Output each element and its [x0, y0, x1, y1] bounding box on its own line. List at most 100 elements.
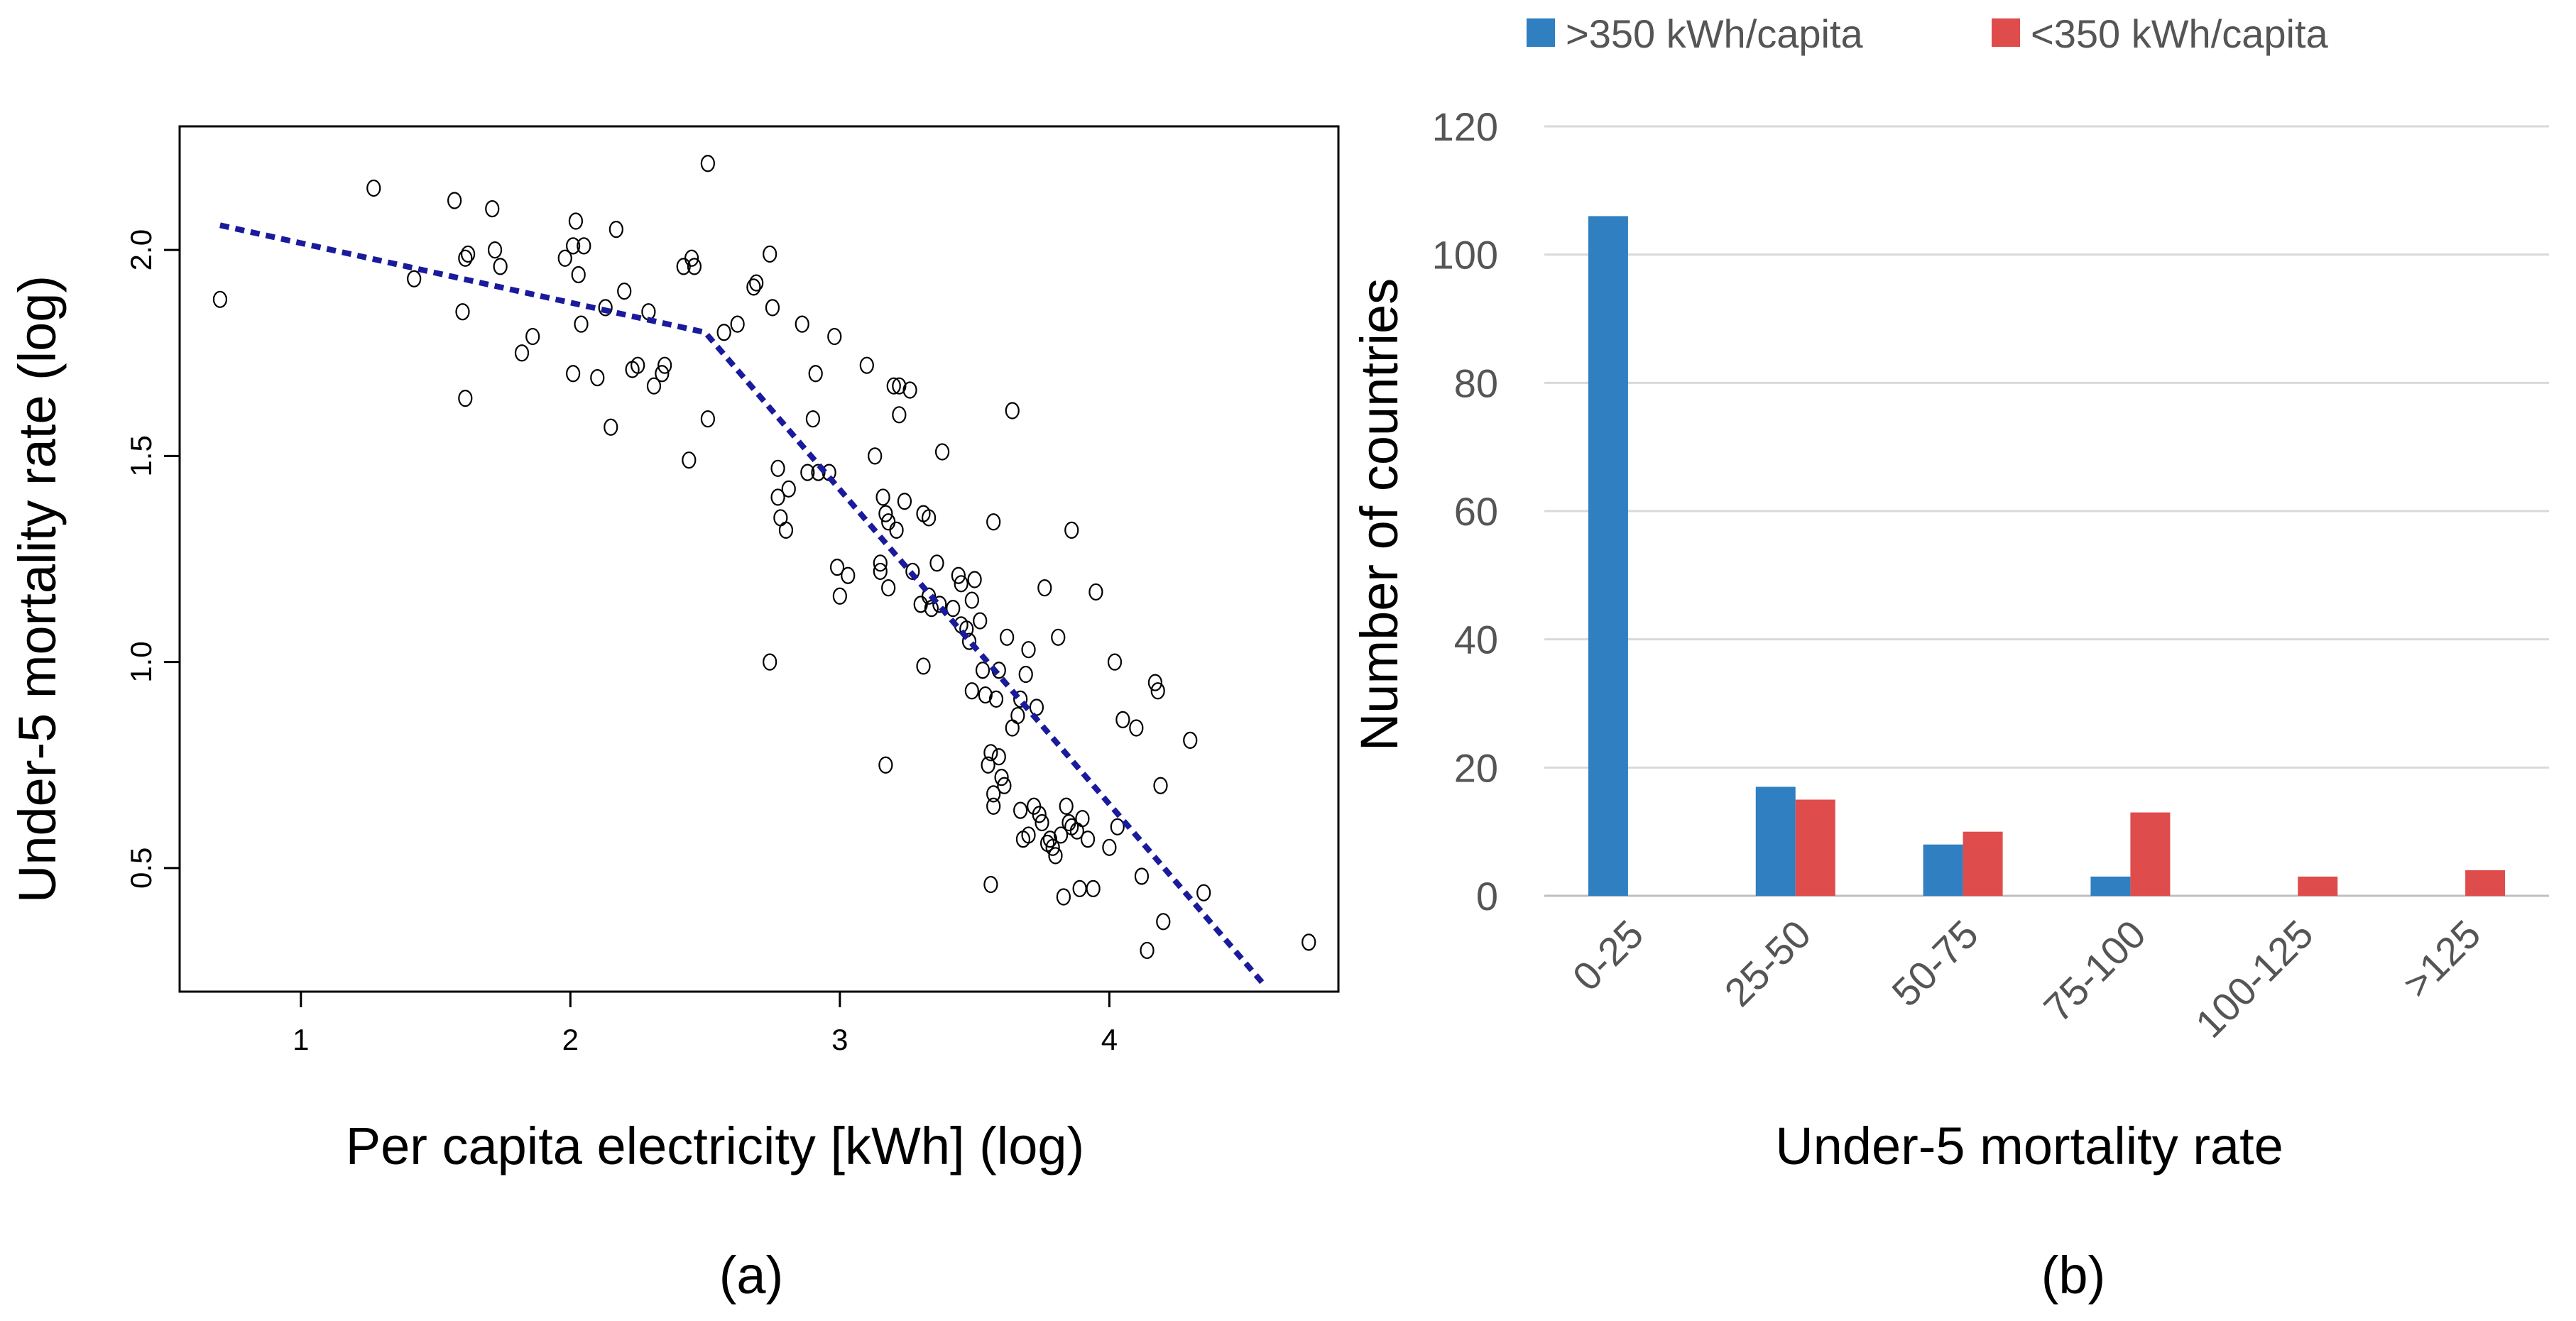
scatter-point: [1053, 826, 1069, 844]
scatter-x-ticks: 1 2 3 4: [293, 992, 1118, 1056]
scatter-x-tick-label: 4: [1101, 1023, 1118, 1056]
scatter-point: [657, 356, 672, 374]
panel-b-caption: (b): [2041, 1246, 2105, 1305]
bar-series: [1588, 216, 2506, 896]
scatter-point: [1150, 682, 1165, 700]
scatter-point: [994, 769, 1009, 786]
scatter-point: [1088, 583, 1103, 601]
scatter-point: [1301, 933, 1316, 951]
scatter-point: [800, 464, 815, 481]
scatter-point: [808, 365, 823, 383]
scatter-point: [765, 299, 780, 317]
scatter-point: [700, 410, 715, 428]
scatter-point: [455, 303, 470, 321]
scatter-point: [961, 632, 977, 650]
bar-y-tick-label: 60: [1454, 489, 1498, 534]
scatter-point: [1156, 913, 1171, 931]
bar-high: [1755, 786, 1796, 896]
scatter-point: [916, 657, 931, 675]
scatter-point: [1153, 777, 1168, 794]
scatter-point: [886, 377, 901, 395]
scatter-point: [631, 356, 645, 374]
scatter-point: [922, 509, 937, 527]
scatter-point: [525, 327, 540, 346]
scatter-point: [1021, 826, 1036, 844]
scatter-point: [604, 418, 618, 436]
scatter-point: [749, 274, 764, 292]
scatter-point: [577, 237, 591, 255]
scatter-point: [1010, 706, 1025, 725]
scatter-point: [878, 756, 893, 774]
scatter-point: [1029, 698, 1044, 716]
scatter-point: [1021, 641, 1036, 659]
scatter-point: [1134, 867, 1150, 885]
scatter-point: [868, 447, 883, 465]
scatter-point: [687, 258, 702, 275]
scatter-point: [878, 505, 893, 522]
bar-high: [2090, 876, 2131, 896]
scatter-point: [986, 785, 1001, 803]
scatter-y-tick-label: 0.5: [124, 848, 158, 889]
scatter-point: [978, 686, 993, 704]
bar-category-label: 25-50: [1715, 911, 1819, 1015]
scatter-point: [986, 513, 1001, 531]
scatter-point: [700, 155, 715, 172]
scatter-point: [212, 290, 228, 308]
scatter-point: [1196, 884, 1211, 901]
scatter-point: [493, 258, 508, 275]
trend-line: [219, 222, 1265, 985]
scatter-point: [1005, 719, 1020, 737]
scatter-point: [991, 748, 1006, 766]
scatter-point: [746, 278, 761, 296]
bar-y-axis-label: Number of countries: [1350, 278, 1409, 751]
bar-low: [2298, 876, 2338, 896]
scatter-point: [781, 480, 796, 498]
scatter-point: [892, 406, 907, 424]
scatter-point: [841, 566, 856, 584]
scatter-point: [1051, 628, 1066, 646]
scatter-point: [1035, 813, 1049, 832]
legend-swatch-high: [1527, 18, 1555, 47]
scatter-point: [983, 875, 998, 894]
scatter-point: [1075, 810, 1090, 828]
scatter-point: [975, 662, 990, 679]
bar-y-tick-label: 80: [1454, 361, 1498, 405]
scatter-points: [212, 155, 1316, 960]
scatter-x-tick-label: 1: [293, 1023, 309, 1056]
scatter-point: [1061, 813, 1076, 832]
bar-x-ticks: 0-25 25-50 50-75 75-100 100-125 >125: [1564, 911, 2489, 1046]
scatter-point: [1042, 831, 1057, 848]
scatter-point: [566, 365, 581, 383]
bar-high: [1923, 844, 1963, 896]
scatter-point: [458, 390, 473, 407]
scatter-point: [934, 443, 950, 461]
bar-low: [2130, 812, 2171, 896]
scatter-x-tick-label: 2: [562, 1023, 579, 1056]
scatter-point: [905, 562, 920, 581]
scatter-point: [655, 365, 670, 383]
scatter-point: [881, 579, 896, 597]
scatter-y-axis-label: Under-5 mortality rate (log): [8, 275, 67, 903]
bar-category-label: >125: [2394, 911, 2489, 1007]
scatter-point: [571, 265, 586, 284]
scatter-point: [1102, 838, 1117, 856]
scatter-point: [566, 237, 581, 255]
scatter-point: [983, 744, 998, 762]
scatter-point: [598, 299, 613, 317]
bar-y-tick-label: 20: [1454, 745, 1498, 790]
bar-y-tick-label: 100: [1432, 233, 1498, 278]
scatter-point: [1032, 806, 1047, 823]
scatter-point: [954, 575, 968, 593]
scatter-point: [832, 587, 847, 605]
scatter-point: [1080, 831, 1096, 848]
legend-label-high: >350 kWh/capita: [1566, 11, 1864, 56]
scatter-point: [875, 488, 890, 506]
bar-y-tick-label: 120: [1432, 104, 1498, 149]
scatter-point: [929, 554, 944, 572]
scatter-point: [617, 283, 632, 300]
scatter-point: [716, 324, 731, 341]
scatter-x-axis-label: Per capita electricity [kWh] (log): [346, 1117, 1084, 1175]
scatter-point: [770, 459, 785, 477]
scatter-point: [1064, 521, 1079, 539]
